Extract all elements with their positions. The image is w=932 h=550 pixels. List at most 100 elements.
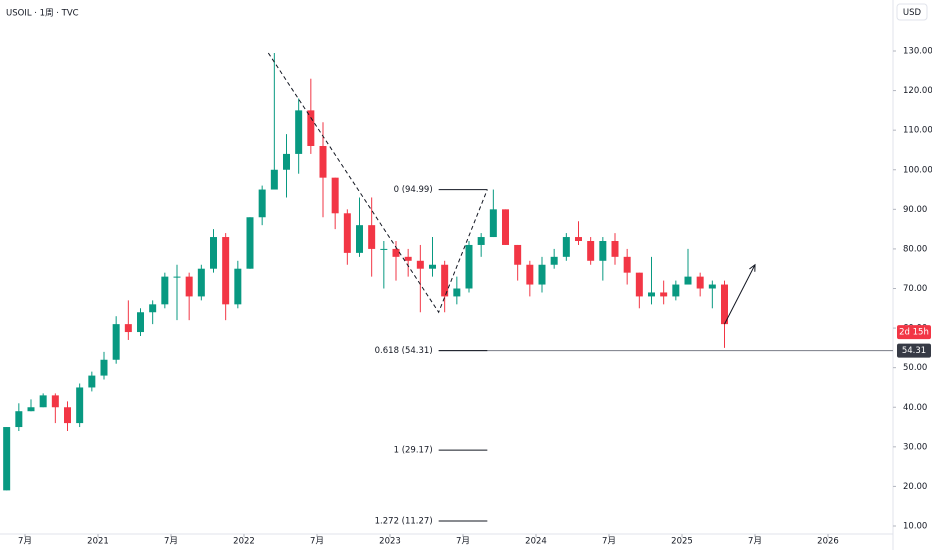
currency-button[interactable] — [896, 3, 928, 21]
candle-body — [246, 217, 254, 269]
symbol-title: USOIL · 1周 · TVC — [6, 9, 79, 19]
candle-body — [27, 407, 35, 412]
countdown: 2d 15h — [899, 328, 929, 338]
candle-body — [538, 264, 546, 285]
candle-body — [684, 276, 692, 285]
candle-body — [416, 260, 424, 269]
y-tick-label: 120.00 — [903, 86, 932, 96]
arrow-head — [749, 263, 756, 272]
candle-body — [708, 284, 716, 289]
candle-body — [3, 427, 11, 491]
candle-body — [368, 225, 376, 249]
y-tick-label: 100.00 — [903, 165, 932, 175]
candle-body — [51, 395, 59, 408]
candle-body — [696, 276, 704, 289]
y-tick-label: 20.00 — [903, 482, 927, 492]
candle-body — [526, 264, 534, 285]
x-tick-label: 7月 — [18, 537, 32, 547]
candle-body — [112, 324, 120, 360]
candle-body — [270, 169, 278, 190]
candle-body — [380, 248, 388, 250]
candle-body — [489, 209, 497, 238]
candle-body — [477, 237, 485, 245]
candle-body — [599, 241, 607, 261]
arrow-line — [724, 264, 756, 325]
candle-body — [331, 177, 339, 214]
y-tick-label: 110.00 — [903, 126, 932, 136]
candle-body — [39, 395, 47, 408]
y-tick-label: 50.00 — [903, 363, 927, 373]
candle-body — [514, 244, 522, 265]
candle-body — [635, 272, 643, 297]
candle-body — [562, 237, 570, 257]
x-tick-label: 2024 — [525, 537, 547, 547]
candle-body — [307, 110, 315, 146]
x-tick-label: 2022 — [233, 537, 255, 547]
candle-body — [149, 304, 157, 313]
candle-body — [124, 324, 132, 333]
candle-body — [15, 411, 23, 428]
y-tick-label: 90.00 — [903, 205, 927, 215]
candle-body — [502, 209, 509, 245]
candle-body — [575, 237, 582, 241]
candle-body — [173, 276, 181, 278]
x-tick-label: 7月 — [602, 537, 616, 547]
candle-body — [648, 292, 655, 297]
candle-body — [404, 256, 412, 261]
candle-body — [672, 284, 680, 297]
countdown-tag — [897, 325, 931, 340]
candle-body — [611, 241, 619, 257]
y-tick-label: 70.00 — [903, 284, 927, 294]
candle-body — [429, 264, 436, 269]
candle-body — [623, 256, 631, 273]
horizontal-line-label: 54.31 — [902, 346, 926, 356]
candle-body — [550, 256, 558, 265]
candle-body — [392, 248, 400, 257]
x-tick-label: 7月 — [748, 537, 762, 547]
candle-body — [210, 237, 217, 269]
candle-body — [137, 312, 144, 333]
x-tick-label: 7月 — [456, 537, 470, 547]
x-tick-label: 2023 — [379, 537, 401, 547]
currency[interactable]: USD — [903, 8, 922, 18]
fib-label: 1 (29.17) — [394, 446, 433, 456]
candle-body — [76, 387, 84, 424]
candle-body — [197, 268, 205, 297]
x-tick-label: 7月 — [310, 537, 324, 547]
candle-body — [343, 213, 351, 253]
fib-label: 1.272 (11.27) — [375, 516, 433, 526]
candle-body — [88, 375, 96, 388]
trend-line — [267, 52, 488, 314]
candle-body — [319, 146, 327, 178]
candle-body — [295, 110, 303, 154]
y-tick-label: 30.00 — [903, 442, 927, 452]
y-tick-label: 40.00 — [903, 403, 927, 413]
candle-body — [721, 284, 728, 325]
y-tick-label: 130.00 — [903, 47, 932, 57]
candle-body — [161, 276, 169, 305]
candle-body — [587, 241, 595, 261]
candle-body — [258, 189, 266, 218]
candle-body — [356, 225, 363, 253]
candle-body — [100, 359, 108, 376]
fib-label: 0.618 (54.31) — [375, 346, 433, 356]
candle-body — [234, 268, 242, 305]
x-tick-label: 2021 — [87, 537, 109, 547]
candle-body — [441, 264, 449, 297]
candle-body — [64, 407, 71, 424]
y-tick-label: 80.00 — [903, 244, 927, 254]
x-tick-label: 2025 — [671, 537, 693, 547]
x-tick-label: 2026 — [817, 537, 839, 547]
x-tick-label: 7月 — [164, 537, 178, 547]
candle-body — [465, 244, 473, 289]
candle-body — [660, 292, 668, 297]
candle-body — [222, 237, 230, 305]
fib-label: 0 (94.99) — [394, 185, 433, 195]
y-tick-label: 10.00 — [903, 522, 927, 532]
candle-body — [185, 276, 193, 297]
candle-body — [283, 153, 290, 170]
candle-body — [453, 288, 461, 297]
horizontal-line-tag — [897, 343, 931, 358]
